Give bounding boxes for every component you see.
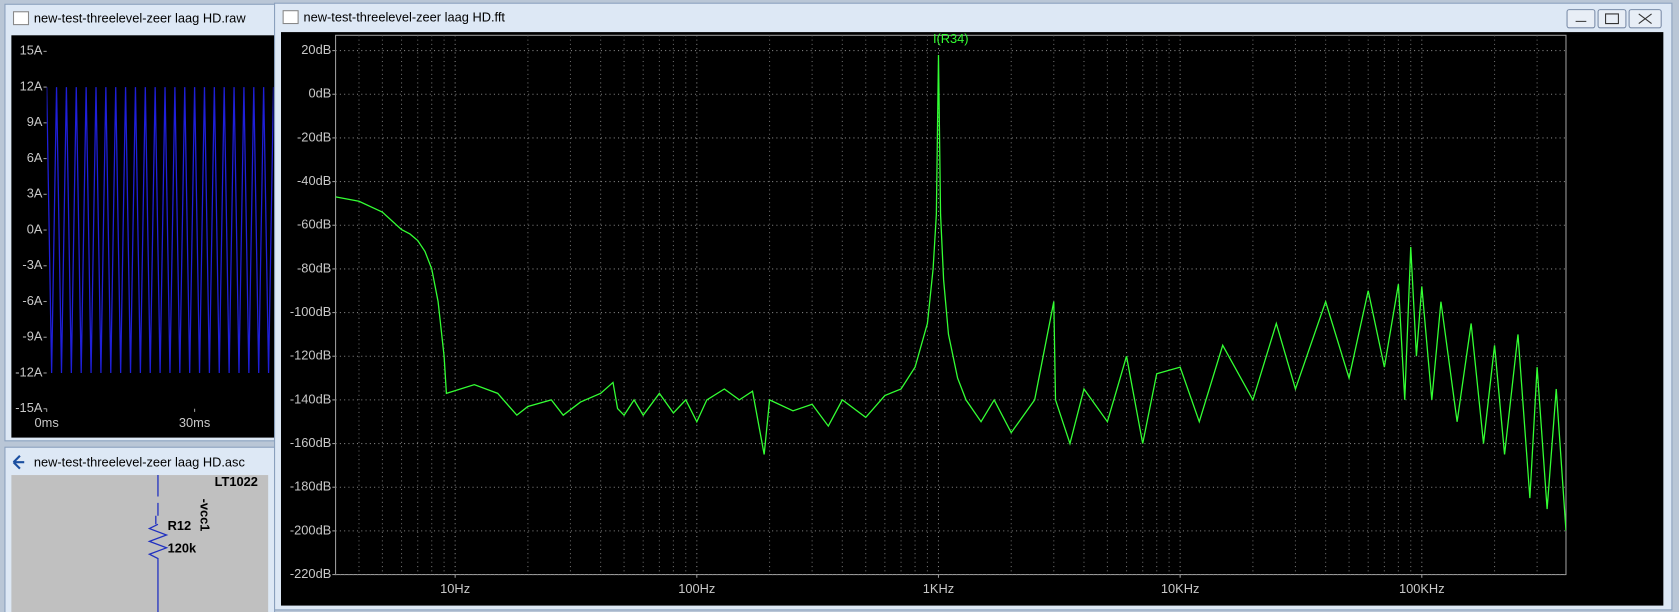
x-tick-label: 0ms xyxy=(35,415,59,430)
y-tick-label: 6A xyxy=(27,150,43,165)
net-label: -vcc1 xyxy=(198,499,213,532)
wire xyxy=(147,475,169,612)
y-tick-label: -220dB xyxy=(290,566,331,581)
plot-background xyxy=(280,32,1664,606)
data-line xyxy=(335,54,1566,531)
x-tick-label: 100KHz xyxy=(1399,581,1445,596)
data-line xyxy=(46,87,274,373)
window-title: new-test-threelevel-zeer laag HD.raw xyxy=(34,11,246,26)
window-title: new-test-threelevel-zeer laag HD.asc xyxy=(34,455,246,470)
x-tick-label: 10KHz xyxy=(1161,581,1200,596)
y-tick-label: -15A xyxy=(15,400,43,415)
y-tick-label: -9A xyxy=(22,329,42,344)
x-tick-label: 10Hz xyxy=(440,581,470,596)
y-tick-label: 20dB xyxy=(301,42,331,57)
legend-entry: I(R34) xyxy=(933,31,969,46)
maximize-button[interactable] xyxy=(1597,9,1627,29)
y-tick-label: 0A xyxy=(27,221,43,236)
part-label: R12 xyxy=(168,518,192,533)
y-tick-label: -12A xyxy=(15,364,43,379)
x-tick-label: 30ms xyxy=(179,415,210,430)
asc-window: new-test-threelevel-zeer laag HD.asc LT1… xyxy=(4,446,276,612)
y-tick-label: 3A xyxy=(27,186,43,201)
window-title: new-test-threelevel-zeer laag HD.fft xyxy=(303,10,505,25)
y-tick-label: -160dB xyxy=(290,435,331,450)
minimize-button[interactable] xyxy=(1566,9,1596,29)
y-tick-label: -200dB xyxy=(290,522,331,537)
y-tick-label: -3A xyxy=(22,257,42,272)
y-tick-label: -120dB xyxy=(290,348,331,363)
y-tick-label: -140dB xyxy=(290,391,331,406)
y-tick-label: -100dB xyxy=(290,304,331,319)
plot-border xyxy=(335,34,1567,576)
y-tick-label: 12A xyxy=(20,78,43,93)
y-tick-label: -40dB xyxy=(297,173,331,188)
part-label: 120k xyxy=(168,540,197,555)
x-tick-label: 100Hz xyxy=(678,581,715,596)
window-icon xyxy=(12,11,30,26)
y-tick-label: 9A xyxy=(27,114,43,129)
y-tick-label: 15A xyxy=(20,43,43,58)
plot-area xyxy=(335,54,1566,531)
y-tick-label: -20dB xyxy=(297,129,331,144)
y-tick-label: -80dB xyxy=(297,260,331,275)
part-label: LT1022 xyxy=(215,474,258,489)
y-tick-label: 0dB xyxy=(308,86,331,101)
y-tick-label: -60dB xyxy=(297,217,331,232)
raw-window: new-test-threelevel-zeer laag HD.raw xyxy=(4,3,276,442)
button-glyphs xyxy=(1575,13,1652,25)
fft-window: new-test-threelevel-zeer laag HD.fft xyxy=(274,2,1673,611)
window-icon xyxy=(282,10,299,25)
x-tick-label: 1KHz xyxy=(923,581,954,596)
y-tick-label: -180dB xyxy=(290,479,331,494)
window-icon xyxy=(12,455,25,470)
y-tick-label: -6A xyxy=(22,293,42,308)
schematic-background xyxy=(11,475,269,612)
plot-area xyxy=(46,87,274,373)
